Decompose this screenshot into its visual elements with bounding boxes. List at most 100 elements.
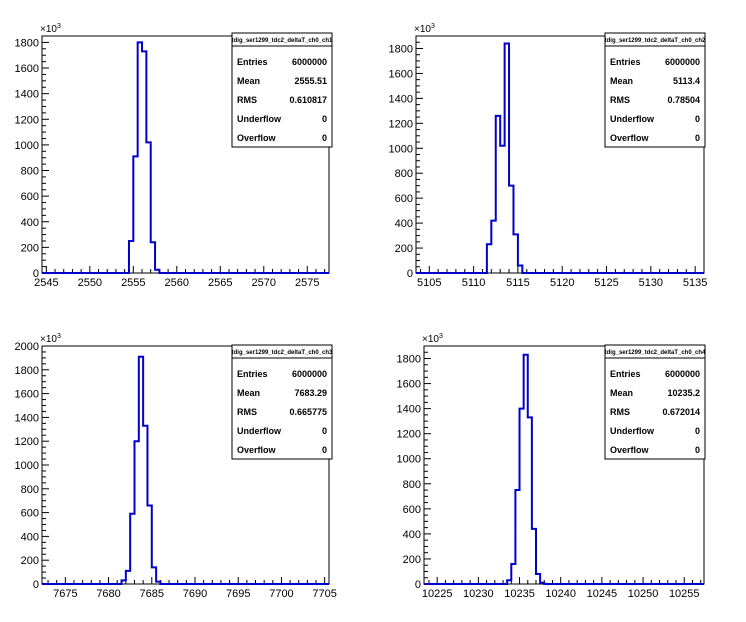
x-tick-label: 10240 (545, 588, 576, 600)
stat-label: Entries (237, 57, 268, 67)
histogram-panel-3: 0 200 400 600 800 1000 1200 1400 1600 1800 2000 767… (15, 333, 337, 600)
stat-label: Mean (237, 76, 260, 86)
stat-label: Mean (610, 388, 633, 398)
x-tick-label: 2575 (295, 277, 319, 289)
y-tick-label: 1000 (389, 143, 413, 155)
stat-label: RMS (237, 407, 257, 417)
stat-value: 0 (322, 445, 327, 455)
y-tick-label: 400 (403, 529, 421, 541)
histogram-line (42, 41, 329, 274)
stats-box (604, 344, 706, 460)
stat-label: Overflow (610, 445, 650, 455)
y-tick-label: 600 (21, 508, 39, 520)
y-tick-label: 1400 (15, 89, 39, 101)
x-tick-label: 2560 (165, 277, 189, 289)
x-tick-label: 2545 (34, 277, 58, 289)
stat-label: Underflow (610, 426, 655, 436)
y-tick-label: 400 (395, 218, 413, 230)
y-tick-label: 400 (21, 531, 39, 543)
stat-value: 0 (322, 426, 327, 436)
y-tick-label: 800 (403, 479, 421, 491)
stat-value: 5113.4 (673, 76, 700, 86)
stat-value: 10235.2 (667, 388, 700, 398)
x-tick-label: 2555 (121, 277, 145, 289)
y-tick-label: 1200 (397, 429, 421, 441)
x-tick-label: 7685 (140, 588, 164, 600)
stats-box (604, 32, 706, 148)
x-tick-label: 10245 (587, 588, 618, 600)
y-tick-label: 1800 (397, 354, 421, 366)
y-tick-label: 1800 (15, 37, 39, 49)
y-tick-label: 1400 (15, 412, 39, 424)
stat-value: 6000000 (292, 369, 327, 379)
x-tick-label: 5130 (639, 277, 663, 289)
stats-box (231, 344, 333, 460)
y-tick-label: 1200 (15, 436, 39, 448)
histogram-line (416, 42, 704, 274)
y-tick-label: 1600 (15, 389, 39, 401)
stat-label: RMS (610, 407, 630, 417)
x-tick-label: 7705 (312, 588, 336, 600)
y-exponent-label: ×103 (40, 23, 61, 35)
y-exponent-label: ×103 (422, 333, 443, 345)
x-tick-label: 7690 (183, 588, 207, 600)
stat-value: 7683.29 (294, 388, 327, 398)
x-tick-label: 10225 (422, 588, 453, 600)
stat-value: 0.665775 (289, 407, 327, 417)
x-tick-label: 10235 (504, 588, 535, 600)
y-tick-label: 200 (21, 242, 39, 254)
histogram-panel-1: 0 200 400 600 800 1000 1200 1400 1600 1800 2545 255… (15, 23, 334, 289)
y-exponent-label: ×103 (40, 333, 61, 345)
x-tick-label: 10250 (628, 588, 659, 600)
x-tick-label: 5120 (550, 277, 574, 289)
stat-value: 6000000 (665, 369, 700, 379)
stat-value: 0 (695, 426, 700, 436)
y-tick-label: 1200 (15, 114, 39, 126)
x-tick-label: 5110 (462, 277, 486, 289)
x-tick-label: 5115 (506, 277, 530, 289)
stats-title: tdig_ser1299_tdc2_deltaT_ch0_ch4 (605, 350, 706, 356)
stat-value: 0 (695, 133, 700, 143)
x-tick-label: 5125 (594, 277, 618, 289)
y-tick-label: 0 (33, 268, 39, 280)
y-tick-label: 600 (403, 504, 421, 516)
stat-label: Entries (237, 369, 268, 379)
stats-title: tdig_ser1299_tdc2_deltaT_ch0_ch2 (605, 38, 706, 44)
stat-label: Mean (610, 76, 633, 86)
x-tick-label: 7680 (96, 588, 120, 600)
histogram-line (42, 355, 329, 585)
y-tick-label: 1800 (389, 43, 413, 55)
y-tick-label: 2000 (15, 341, 39, 353)
x-tick-label: 10255 (669, 588, 700, 600)
histogram-panel-2: 0 200 400 600 800 1000 1200 1400 1600 1800 5105 511… (389, 23, 708, 289)
y-tick-label: 800 (395, 168, 413, 180)
stat-label: Overflow (237, 133, 277, 143)
stat-value: 0 (322, 114, 327, 124)
y-tick-label: 800 (21, 166, 39, 178)
y-tick-label: 0 (415, 579, 421, 591)
stat-label: Entries (610, 369, 641, 379)
stat-value: 2555.51 (294, 76, 327, 86)
y-exponent-power: 3 (439, 333, 443, 340)
y-tick-label: 400 (21, 217, 39, 229)
y-exponent-power: 3 (57, 23, 61, 30)
stat-value: 0 (322, 133, 327, 143)
y-tick-label: 1600 (397, 379, 421, 391)
stat-value: 0 (695, 114, 700, 124)
y-exponent-label: ×103 (414, 23, 435, 35)
y-exponent-power: 3 (431, 23, 435, 30)
stat-label: Overflow (237, 445, 277, 455)
stat-label: RMS (237, 95, 257, 105)
x-tick-label: 10230 (463, 588, 494, 600)
x-tick-label: 5105 (417, 277, 441, 289)
y-tick-label: 200 (395, 243, 413, 255)
x-tick-label: 5135 (683, 277, 707, 289)
y-tick-label: 1800 (15, 365, 39, 377)
y-exponent-power: 3 (57, 333, 61, 340)
stat-label: RMS (610, 95, 630, 105)
y-tick-label: 600 (21, 191, 39, 203)
y-tick-label: 1600 (15, 63, 39, 75)
y-tick-label: 600 (395, 193, 413, 205)
y-tick-label: 1400 (389, 93, 413, 105)
stat-value: 0.78504 (667, 95, 700, 105)
